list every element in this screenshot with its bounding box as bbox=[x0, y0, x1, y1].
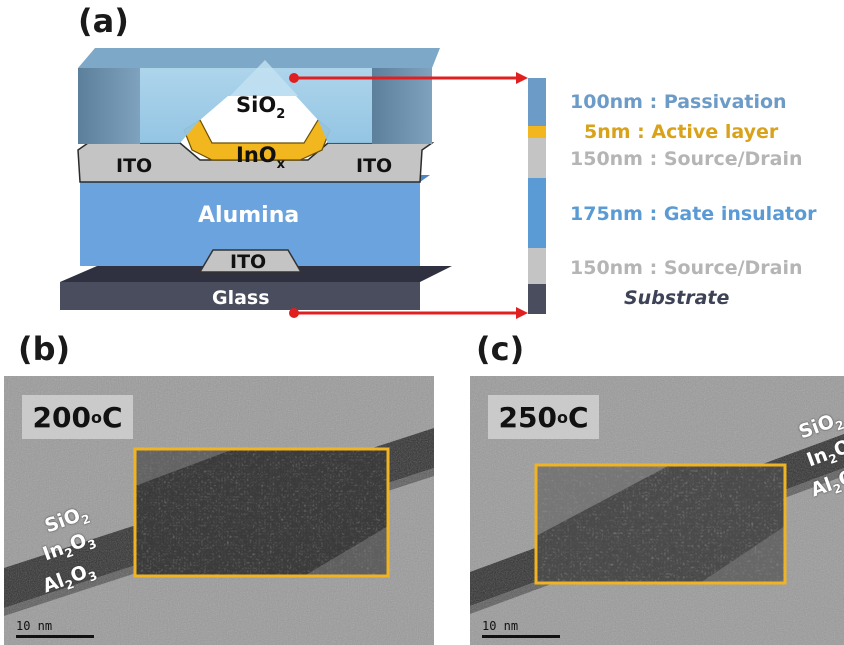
inset-frame-250c bbox=[534, 463, 787, 585]
passivation-top bbox=[78, 48, 440, 68]
top-arrow-head bbox=[516, 72, 528, 84]
glass-layer-front bbox=[60, 282, 420, 310]
ito-bottom-label: ITO bbox=[230, 251, 266, 273]
bottom-arrow-head bbox=[516, 307, 528, 319]
sio2-label: SiO2 bbox=[236, 93, 285, 122]
inset-frame-200c bbox=[133, 447, 390, 578]
thickness-bar-passivation bbox=[528, 78, 546, 126]
passivation-inner-shade bbox=[230, 60, 298, 96]
temperature-badge-250c: 250 o C bbox=[488, 395, 599, 439]
scale-bar-label-c: 10 nm bbox=[482, 619, 519, 633]
glass-layer bbox=[60, 266, 452, 282]
bottom-arrow-dot bbox=[289, 308, 299, 318]
alumina-label: Alumina bbox=[198, 203, 299, 228]
passivation-right-wall bbox=[372, 68, 432, 144]
legend-passivation: 100nm : Passivation bbox=[570, 91, 787, 113]
thickness-bar-substrate bbox=[528, 284, 546, 314]
panel-c-letter: (c) bbox=[476, 330, 525, 368]
thickness-bar-gate bbox=[528, 178, 546, 248]
thickness-bar-sd-bottom bbox=[528, 248, 546, 284]
legend-source-drain-top: 150nm : Source/Drain bbox=[570, 148, 803, 170]
scale-bar-c bbox=[482, 635, 560, 638]
legend-gate-insulator: 175nm : Gate insulator bbox=[570, 203, 817, 225]
passivation-body bbox=[140, 68, 372, 143]
legend-source-drain-bottom: 150nm : Source/Drain bbox=[570, 257, 803, 279]
legend-substrate: Substrate bbox=[624, 287, 730, 309]
scale-bar-label-b: 10 nm bbox=[16, 619, 53, 633]
panel-b-letter: (b) bbox=[18, 330, 71, 368]
ito-bottom bbox=[198, 249, 303, 273]
panel-a-letter: (a) bbox=[78, 2, 129, 40]
top-arrow-dot bbox=[289, 73, 299, 83]
device-cross-section: SiO2 InOx ITO ITO Alumina ITO Glass bbox=[60, 48, 546, 319]
tem-image-200c: 200 o C SiO2 In2O3 Al2O3 10 nm bbox=[4, 376, 434, 645]
glass-label: Glass bbox=[212, 287, 270, 309]
ito-right-label: ITO bbox=[356, 155, 392, 177]
scale-bar-b bbox=[16, 635, 94, 638]
passivation-left-wall bbox=[78, 68, 140, 144]
legend-active-layer: 5nm : Active layer bbox=[584, 121, 779, 143]
thickness-bar-active bbox=[528, 126, 546, 138]
thickness-bar-sd-top bbox=[528, 138, 546, 178]
ito-left-label: ITO bbox=[116, 155, 152, 177]
temperature-badge-200c: 200 o C bbox=[22, 395, 133, 439]
inox-label: InOx bbox=[236, 143, 286, 172]
